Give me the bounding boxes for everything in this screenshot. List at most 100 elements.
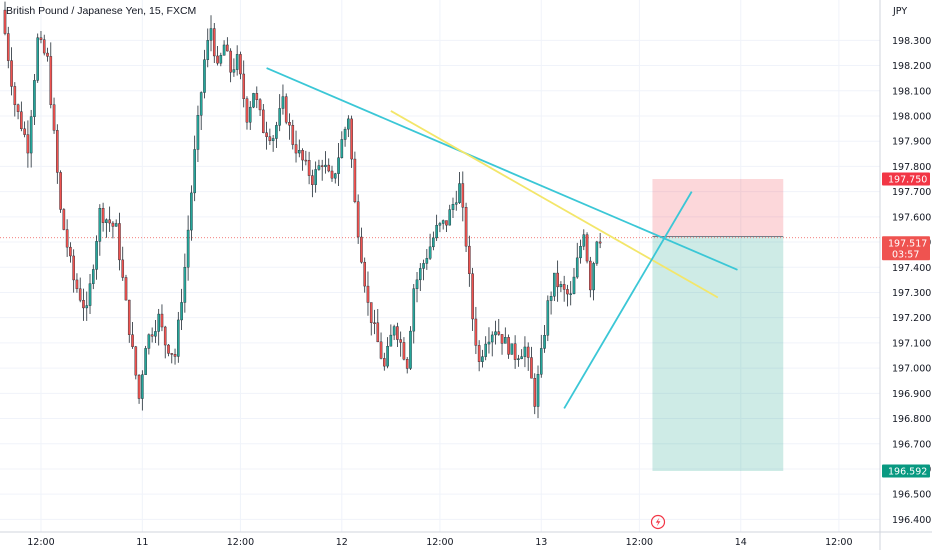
candle xyxy=(510,343,514,355)
candle xyxy=(461,171,465,222)
candle-body xyxy=(170,353,174,355)
target-price-tag xyxy=(882,464,930,478)
candle-body xyxy=(75,279,79,290)
candle-body xyxy=(562,284,566,290)
candle xyxy=(226,37,229,52)
candle-body xyxy=(553,272,556,297)
candle-body xyxy=(124,277,128,301)
candle-body xyxy=(477,345,481,362)
candle xyxy=(451,197,455,218)
candle-body xyxy=(20,111,23,130)
candle xyxy=(49,42,53,109)
lightning-glyph[interactable] xyxy=(655,517,661,527)
candle xyxy=(127,299,131,343)
candle xyxy=(360,227,363,264)
candle xyxy=(566,284,569,307)
candle xyxy=(350,115,353,168)
candle xyxy=(409,326,412,371)
candle-body xyxy=(193,149,196,194)
candle xyxy=(314,161,317,193)
price-axis: 198.300 198.200 198.100 198.000 197.900 197.8… xyxy=(879,0,931,550)
candle xyxy=(288,113,291,140)
candle xyxy=(20,101,23,132)
candle xyxy=(569,281,573,306)
cyan-support-trendline[interactable] xyxy=(563,191,693,409)
candle xyxy=(307,151,311,185)
candle xyxy=(448,204,452,226)
candle-body xyxy=(3,9,7,34)
candle-body xyxy=(500,334,504,344)
candle-body xyxy=(173,354,177,357)
candle xyxy=(415,272,419,303)
candle-body xyxy=(324,164,327,167)
candle xyxy=(36,33,39,83)
candle-body xyxy=(108,219,111,224)
candle xyxy=(562,275,566,302)
candle xyxy=(212,22,216,64)
short-position-tool[interactable] xyxy=(0,179,880,471)
candle-body xyxy=(235,54,239,70)
candle-body xyxy=(163,326,167,346)
candle-body xyxy=(98,208,102,242)
candle xyxy=(523,336,527,368)
candle xyxy=(95,235,98,280)
candle-body xyxy=(82,300,85,309)
price-tick-label: 196.800 xyxy=(892,414,931,425)
current-price-tag-text: 197.517 xyxy=(888,238,927,249)
candle xyxy=(386,337,389,369)
target-price-tag-text: 196.592 xyxy=(888,466,927,477)
candle-body xyxy=(343,128,347,140)
candle-body xyxy=(278,108,281,126)
candle xyxy=(474,306,478,355)
candle-body xyxy=(549,296,553,301)
candle xyxy=(418,263,422,292)
candle-body xyxy=(49,56,53,105)
candle-body xyxy=(369,302,373,323)
price-tick-label: 198.000 xyxy=(892,111,931,122)
candle-body xyxy=(481,356,484,362)
take-profit-zone[interactable] xyxy=(652,236,784,471)
alert-lightning-icon[interactable] xyxy=(650,514,666,530)
alert-circle[interactable] xyxy=(650,514,666,530)
cyan-resistance-trendline[interactable] xyxy=(266,67,738,271)
candle-body xyxy=(471,273,474,320)
candle xyxy=(468,235,471,287)
candle xyxy=(454,190,458,211)
candle-body xyxy=(177,319,180,357)
candle-body xyxy=(265,132,268,137)
candle-body xyxy=(445,220,448,226)
price-tick-label: 196.400 xyxy=(892,515,931,526)
candle xyxy=(294,130,298,163)
candle-body xyxy=(438,223,442,226)
time-tick-label: 12:00 xyxy=(426,537,453,548)
candle xyxy=(399,331,402,357)
candle xyxy=(56,124,59,184)
candle-body xyxy=(72,255,75,281)
candle xyxy=(78,277,82,303)
candle-body xyxy=(399,339,402,343)
candle-body xyxy=(347,118,350,130)
candle-body xyxy=(314,169,317,185)
candle xyxy=(199,91,203,131)
candle-body xyxy=(258,99,262,111)
candle-body xyxy=(190,192,193,231)
candle xyxy=(383,352,386,371)
candle xyxy=(150,327,154,343)
candle xyxy=(402,337,406,361)
candle-body xyxy=(232,69,236,73)
stop-loss-zone[interactable] xyxy=(652,179,784,237)
candle xyxy=(10,47,13,96)
trendlines[interactable] xyxy=(266,67,738,409)
candle-body xyxy=(533,378,537,407)
candle-body xyxy=(396,326,399,340)
yellow-line-trendline[interactable] xyxy=(390,110,719,299)
candle xyxy=(265,121,268,150)
candle-body xyxy=(242,73,246,99)
candle-body xyxy=(206,40,210,60)
candle-body xyxy=(353,158,357,202)
candle xyxy=(464,202,468,252)
candle xyxy=(504,327,507,344)
price-tick-label: 197.000 xyxy=(892,364,931,375)
candle-body xyxy=(183,267,187,303)
